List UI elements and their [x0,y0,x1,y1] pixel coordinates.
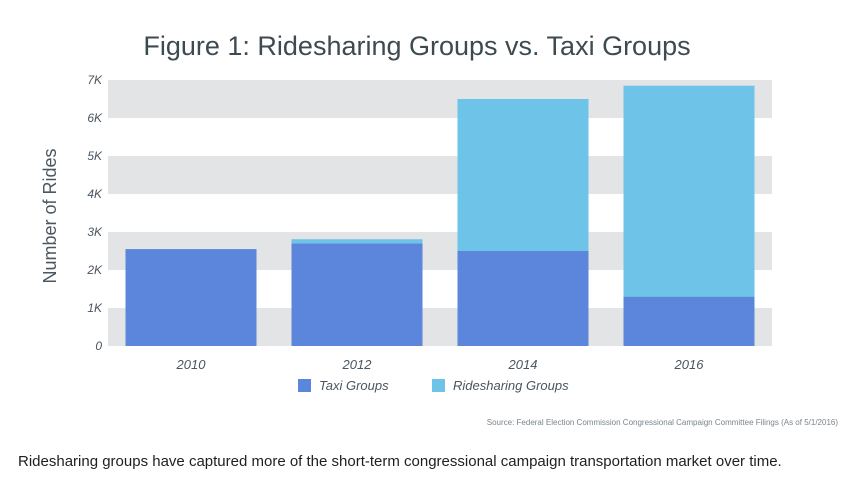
y-tick-label: 6K [87,111,103,125]
bar-taxi-groups-2014 [457,251,589,346]
legend-swatch [432,379,445,392]
x-category-label: 2016 [674,357,705,372]
y-tick-label: 2K [86,263,103,277]
bar-ridesharing-groups-2016 [623,85,755,297]
y-tick-label: 1K [87,301,103,315]
bar-ridesharing-groups-2012 [291,239,423,244]
legend-label: Taxi Groups [319,378,389,393]
legend: Taxi Groups Ridesharing Groups [298,378,569,393]
y-tick-label: 0 [95,339,102,353]
bar-ridesharing-groups-2014 [457,99,589,251]
x-category-label: 2010 [176,357,207,372]
y-tick-label: 3K [87,225,103,239]
x-axis-categories: 2010 2012 2014 2016 [176,357,705,372]
figure-caption: Ridesharing groups have captured more of… [18,453,782,470]
bars [125,85,755,346]
bar-taxi-groups-2016 [623,296,755,346]
chart-title: Figure 1: Ridesharing Groups vs. Taxi Gr… [143,31,690,61]
x-category-label: 2014 [508,357,538,372]
y-axis-label: Number of Rides [40,148,60,283]
bar-taxi-groups-2010 [125,249,257,346]
legend-label: Ridesharing Groups [453,378,569,393]
y-axis-ticks: 0 1K 2K 3K 4K 5K 6K 7K [86,73,103,353]
x-category-label: 2012 [342,357,373,372]
source-note: Source: Federal Election Commission Cong… [487,418,839,427]
bar-taxi-groups-2012 [291,243,423,346]
legend-swatch [298,379,311,392]
y-tick-label: 5K [87,149,103,163]
y-tick-label: 4K [87,187,103,201]
y-tick-label: 7K [87,73,103,87]
